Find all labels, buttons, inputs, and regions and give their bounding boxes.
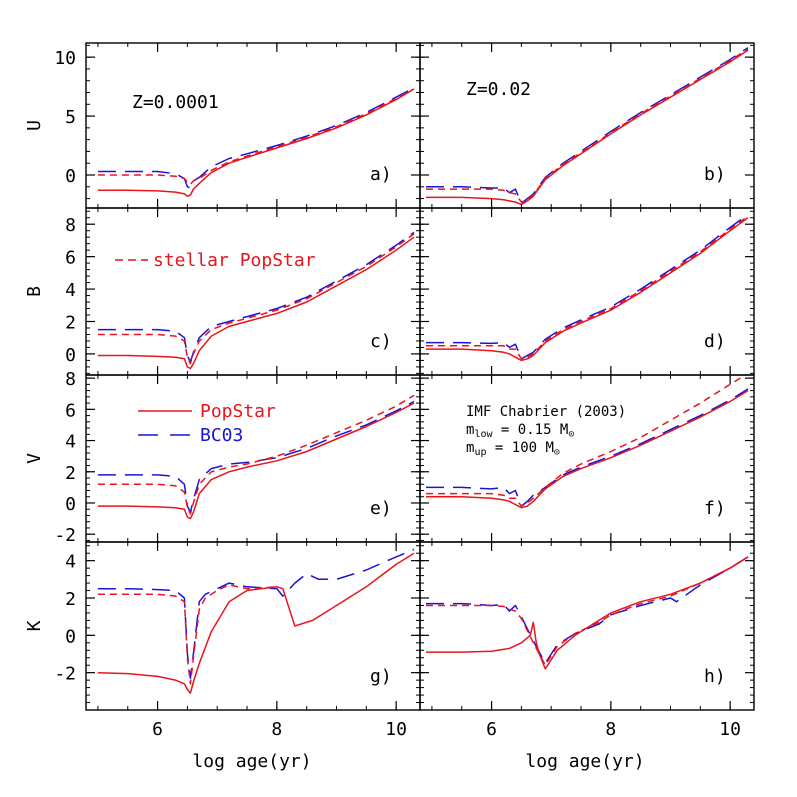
- x-tick-label: 10: [385, 719, 407, 740]
- series-bc03-line: [426, 388, 749, 507]
- series-stellar-line: [97, 233, 415, 365]
- series-bc03-line: [97, 231, 415, 363]
- series-stellar-line: [97, 88, 415, 186]
- series-stellar-line: [426, 48, 749, 203]
- metallicity-low-label: Z=0.0001: [132, 92, 219, 113]
- x-tick-label: 10: [719, 719, 741, 740]
- panel-d: d): [420, 208, 754, 375]
- series-popstar-line: [426, 217, 749, 362]
- y-tick-label: 8: [65, 369, 76, 390]
- series-popstar-line: [426, 556, 749, 670]
- panel-label: g): [370, 666, 392, 687]
- y-tick-label: 6: [65, 400, 76, 421]
- band-label-K: K: [24, 620, 45, 631]
- y-tick-label: -2: [54, 664, 76, 685]
- x-tick-label: 8: [271, 719, 282, 740]
- y-tick-label: 4: [65, 432, 76, 453]
- series-bc03-line: [426, 556, 749, 665]
- legend-stellar-label: stellar PopStar: [153, 250, 316, 271]
- x-tick-label: 6: [152, 719, 163, 740]
- series-stellar-line: [97, 584, 277, 685]
- panel-label: d): [704, 331, 726, 352]
- panel-label: h): [704, 666, 726, 687]
- x-axis-title-left: log age(yr): [192, 751, 311, 772]
- imf-title: IMF Chabrier (2003): [466, 404, 626, 420]
- y-tick-label: 8: [65, 215, 76, 236]
- series-bc03-line: [426, 47, 749, 205]
- series-bc03-line: [97, 400, 415, 514]
- band-label-B: B: [24, 286, 45, 297]
- y-tick-label: 2: [65, 463, 76, 484]
- y-tick-label: 0: [65, 626, 76, 647]
- series-popstar-line: [97, 552, 415, 694]
- x-tick-label: 8: [605, 719, 616, 740]
- series-popstar-line: [426, 389, 749, 509]
- panel-label: a): [370, 164, 392, 185]
- frame-layer: 0 5 10 U 0 2 4 6 8 B -2 0 2 4 6 8 V -2 0 2 4 K 6 8 10 6 8 10: [24, 42, 755, 740]
- series-bc03-line: [426, 213, 749, 360]
- panel-label: c): [370, 331, 392, 352]
- panel-f: f): [420, 375, 754, 542]
- series-bc03-line: [97, 548, 415, 680]
- panel-h: h): [420, 542, 754, 711]
- imf-mlow: mlow = 0.15 M⊙: [466, 422, 574, 440]
- series-stellar-line: [426, 375, 747, 507]
- y-tick-label: 6: [65, 248, 76, 269]
- band-label-U: U: [24, 120, 45, 131]
- series-bc03-line: [97, 87, 415, 189]
- panel-c: c): [86, 208, 420, 375]
- y-tick-label: 2: [65, 589, 76, 610]
- panel-g: g): [86, 542, 420, 711]
- y-tick-label: 2: [65, 312, 76, 333]
- y-tick-label: 5: [65, 107, 76, 128]
- x-axis-title-right: log age(yr): [525, 751, 644, 772]
- imf-mup: mup = 100 M⊙: [466, 440, 560, 458]
- legend-popstar-label: PopStar: [200, 401, 276, 422]
- y-tick-label: 10: [54, 48, 76, 69]
- y-tick-label: 0: [65, 494, 76, 515]
- y-tick-label: 0: [65, 166, 76, 187]
- series-stellar-line: [426, 556, 749, 666]
- panel-b: b): [420, 43, 754, 208]
- series-popstar-line: [426, 49, 749, 206]
- y-tick-label: 0: [65, 345, 76, 366]
- x-tick-label: 6: [486, 719, 497, 740]
- y-tick-label: -2: [54, 525, 76, 546]
- panel-a: a): [86, 43, 420, 208]
- legend-bc03-label: BC03: [200, 425, 243, 446]
- series-popstar-line: [97, 236, 415, 370]
- metallicity-high-label: Z=0.02: [466, 79, 531, 100]
- series-popstar-line: [97, 402, 415, 520]
- panel-label: b): [704, 164, 726, 185]
- y-tick-label: 4: [65, 552, 76, 573]
- series-popstar-line: [97, 88, 415, 197]
- series-stellar-line: [97, 394, 415, 515]
- y-tick-label: 4: [65, 280, 76, 301]
- band-label-V: V: [24, 453, 45, 464]
- series-stellar-line: [426, 215, 749, 360]
- panel-e: e): [86, 375, 420, 542]
- panel-label: f): [704, 498, 726, 519]
- panel-label: e): [370, 498, 392, 519]
